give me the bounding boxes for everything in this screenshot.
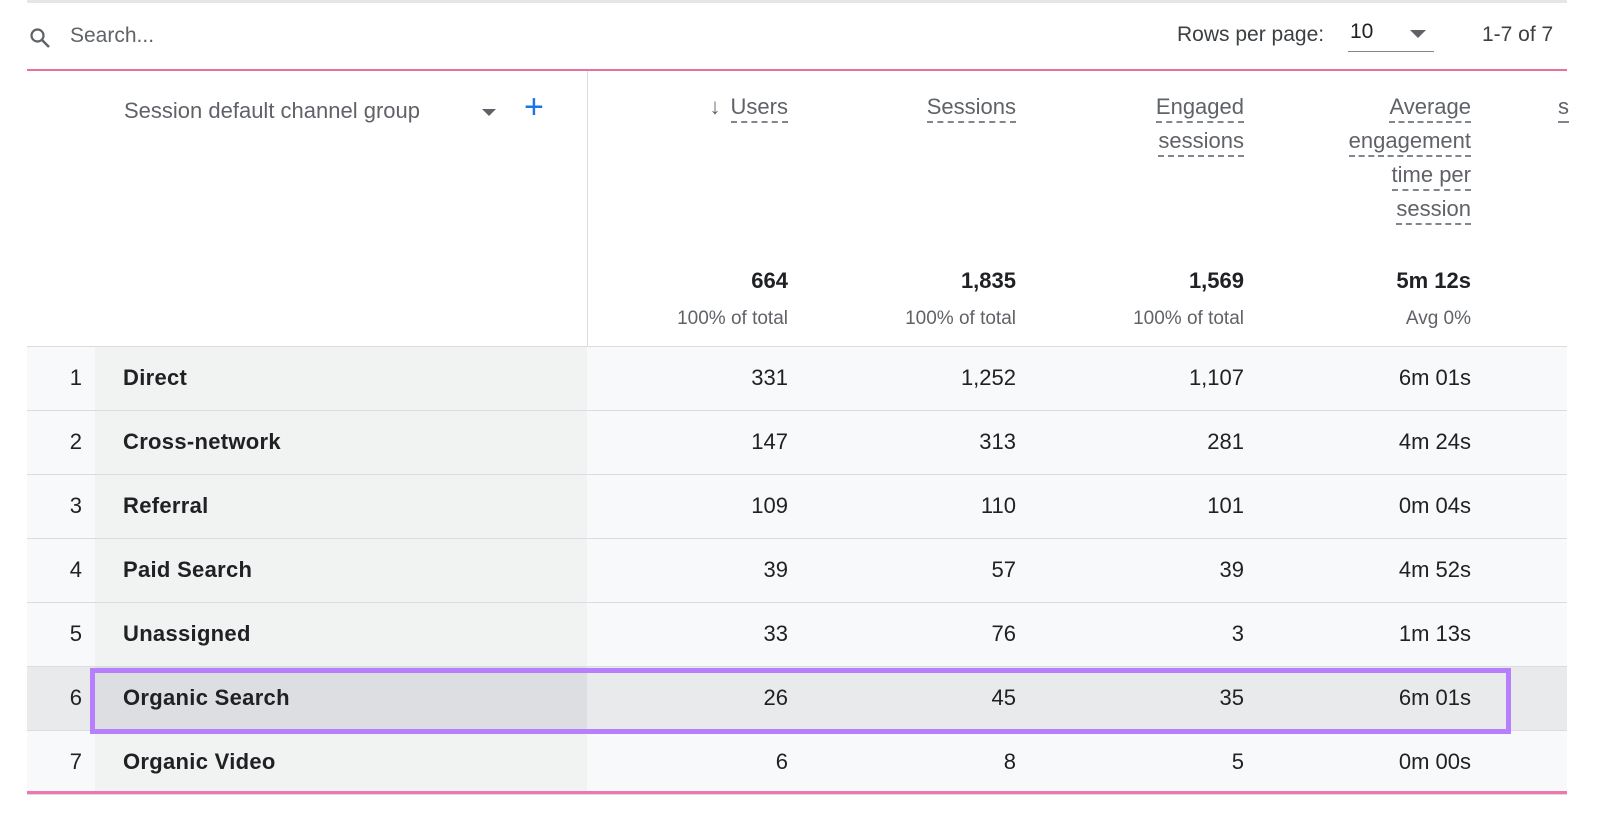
row-value: 313 xyxy=(979,429,1016,454)
rows-per-page-value: 10 xyxy=(1350,20,1374,43)
row-value: 39 xyxy=(763,557,788,582)
column-header-1[interactable]: Sessions xyxy=(756,90,1016,124)
column-header-label: Sessions xyxy=(926,93,1016,123)
column-header-label: engagement xyxy=(1348,127,1471,157)
search-input[interactable]: Search... xyxy=(70,24,155,47)
column-total-note: 100% of total xyxy=(905,308,1016,329)
row-value: 35 xyxy=(1219,685,1244,710)
row-index: 4 xyxy=(69,557,82,582)
row-value: 4m 24s xyxy=(1398,429,1471,454)
row-value: 109 xyxy=(751,493,788,518)
row-index: 5 xyxy=(69,621,82,646)
row-value: 1,107 xyxy=(1188,365,1244,390)
row-value: 147 xyxy=(751,429,788,454)
row-index: 1 xyxy=(69,365,82,390)
column-header-4[interactable]: s xyxy=(1309,90,1569,124)
row-name[interactable]: Organic Search xyxy=(123,685,290,710)
column-header-label: Engaged xyxy=(1155,93,1244,123)
name-cell xyxy=(95,539,587,602)
row-name[interactable]: Organic Video xyxy=(123,749,276,774)
row-value: 331 xyxy=(751,365,788,390)
row-value: 281 xyxy=(1207,429,1244,454)
row-value: 0m 04s xyxy=(1398,493,1471,518)
row-name[interactable]: Unassigned xyxy=(123,621,251,646)
column-total-note: 100% of total xyxy=(1133,308,1244,329)
column-total-note: Avg 0% xyxy=(1405,308,1471,329)
row-name[interactable]: Referral xyxy=(123,493,209,518)
table-row[interactable]: 6 Organic Search 26 45 35 6m 01s xyxy=(27,667,1567,731)
name-cell xyxy=(95,731,587,794)
chevron-down-icon xyxy=(1410,30,1426,38)
rows-per-page-label: Rows per page: xyxy=(1177,23,1325,46)
row-value: 5 xyxy=(1231,749,1244,774)
column-header-2[interactable]: Engaged sessions xyxy=(984,90,1244,158)
table-row[interactable]: 3 Referral 109 110 101 0m 04s xyxy=(27,475,1567,539)
column-header-label: Average xyxy=(1389,93,1471,123)
row-value: 1m 13s xyxy=(1398,621,1471,646)
table-row[interactable]: 5 Unassigned 33 76 3 1m 13s xyxy=(27,603,1567,667)
add-dimension-icon[interactable]: + xyxy=(524,88,544,126)
search-icon[interactable] xyxy=(28,26,52,50)
row-value: 6 xyxy=(775,749,788,774)
bottom-divider xyxy=(27,791,1567,794)
column-header-label: Users xyxy=(730,93,788,123)
row-value: 45 xyxy=(991,685,1016,710)
name-cell xyxy=(95,475,587,538)
table-row[interactable]: 2 Cross-network 147 313 281 4m 24s xyxy=(27,411,1567,475)
column-header-label: sessions xyxy=(1158,127,1244,157)
top-divider xyxy=(27,0,1567,3)
column-header-label: session xyxy=(1396,195,1471,225)
row-value: 39 xyxy=(1219,557,1244,582)
dimension-dropdown-icon[interactable] xyxy=(482,109,496,116)
pagination-info: 1-7 of 7 xyxy=(1482,23,1554,46)
row-value: 1,252 xyxy=(960,365,1016,390)
row-value: 3 xyxy=(1231,621,1244,646)
column-total: 5m 12s xyxy=(1396,268,1471,293)
row-index: 3 xyxy=(69,493,82,518)
row-index: 7 xyxy=(69,749,82,774)
name-cell xyxy=(95,347,587,410)
row-value: 6m 01s xyxy=(1398,365,1471,390)
row-value: 4m 52s xyxy=(1398,557,1471,582)
name-cell xyxy=(95,667,587,730)
row-value: 76 xyxy=(991,621,1016,646)
row-value: 6m 01s xyxy=(1398,685,1471,710)
rows-per-page-select[interactable]: 10 xyxy=(1348,18,1434,52)
table-row[interactable]: 7 Organic Video 6 8 5 0m 00s xyxy=(27,731,1567,795)
column-header-label: s xyxy=(1558,93,1569,123)
row-value: 0m 00s xyxy=(1398,749,1471,774)
header-divider xyxy=(27,69,1567,71)
name-cell xyxy=(95,603,587,666)
row-value: 33 xyxy=(763,621,788,646)
row-index: 6 xyxy=(69,685,82,710)
row-index: 2 xyxy=(69,429,82,454)
row-value: 26 xyxy=(763,685,788,710)
row-name[interactable]: Paid Search xyxy=(123,557,253,582)
column-header-3[interactable]: Average engagement time per session xyxy=(1211,90,1471,226)
highlight-box xyxy=(90,668,1511,734)
dimension-header[interactable]: Session default channel group xyxy=(124,98,420,123)
row-value: 8 xyxy=(1003,749,1016,774)
totals-divider xyxy=(27,346,1567,347)
row-value: 110 xyxy=(980,493,1016,518)
name-cell xyxy=(95,411,587,474)
row-name[interactable]: Direct xyxy=(123,365,188,390)
row-value: 101 xyxy=(1207,493,1244,518)
column-total: 664 xyxy=(751,268,788,293)
column-total-note: 100% of total xyxy=(677,308,788,329)
column-header-label: time per xyxy=(1391,161,1471,191)
column-total: 1,835 xyxy=(960,268,1016,293)
table-row[interactable]: 4 Paid Search 39 57 39 4m 52s xyxy=(27,539,1567,603)
table-row[interactable]: 1 Direct 331 1,252 1,107 6m 01s xyxy=(27,347,1567,411)
sort-arrow-icon[interactable]: ↓ xyxy=(709,94,721,119)
row-value: 57 xyxy=(991,557,1016,582)
column-header-0[interactable]: ↓ Users xyxy=(528,90,788,124)
column-total: 1,569 xyxy=(1188,268,1244,293)
row-name[interactable]: Cross-network xyxy=(123,429,281,454)
